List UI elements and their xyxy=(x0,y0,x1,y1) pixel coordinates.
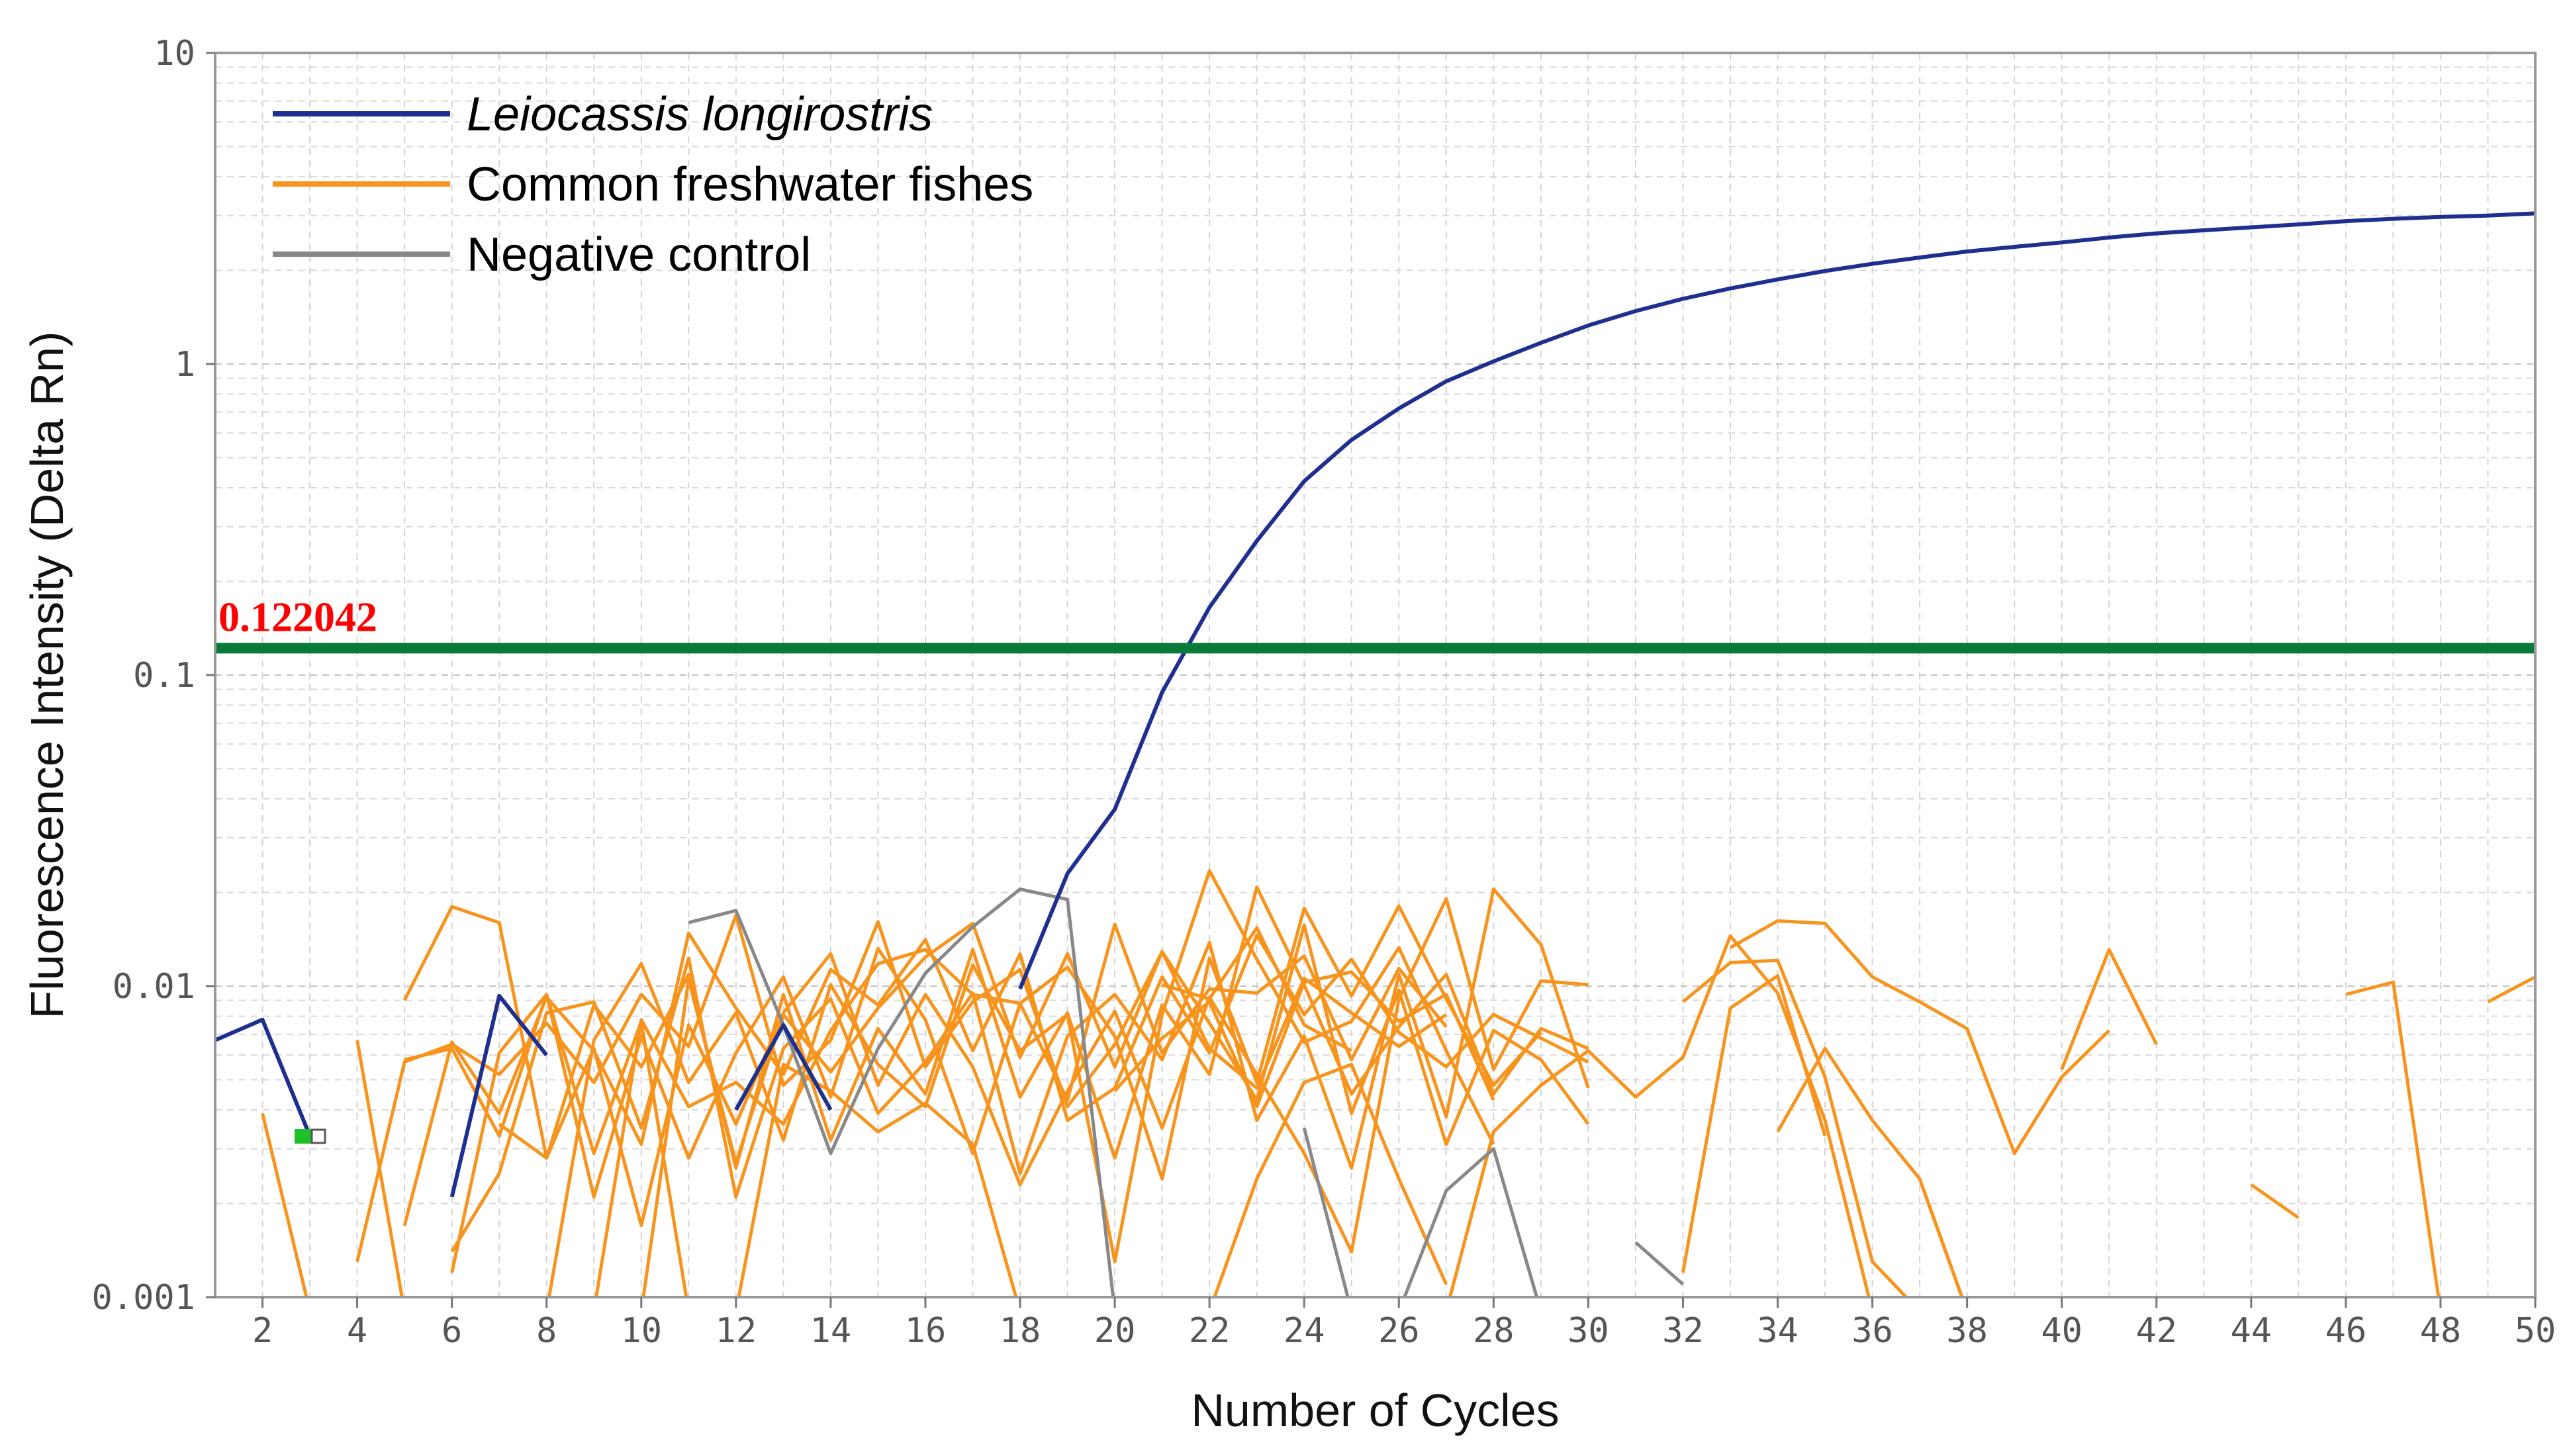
series-line-negative-control[interactable] xyxy=(688,887,1115,1312)
series-line-common-freshwater-fishes[interactable] xyxy=(594,923,1448,1312)
series-leiocassis-longirostris xyxy=(215,211,2535,1198)
series-line-common-freshwater-fishes[interactable] xyxy=(2250,1183,2300,1220)
x-tick-label: 22 xyxy=(1189,1311,1231,1351)
series-line-common-freshwater-fishes[interactable] xyxy=(1209,1062,1448,1311)
x-tick-label: 28 xyxy=(1473,1311,1515,1351)
x-tick-label: 18 xyxy=(1000,1311,1041,1351)
x-tick-label: 24 xyxy=(1284,1311,1325,1351)
x-tick-label: 32 xyxy=(1662,1311,1704,1351)
axes: 2 4 6 8 10 12 14 16 18 20 22 24 26 28 30 32 34 36 38 40 42 44… xyxy=(91,34,2556,1351)
y-axis-title: Fluorescence Intensity (Delta Rn) xyxy=(21,332,73,1019)
series-line-common-freshwater-fishes[interactable] xyxy=(2487,975,2536,1004)
series-line-common-freshwater-fishes[interactable] xyxy=(1161,926,1352,1052)
x-tick-label: 36 xyxy=(1851,1311,1893,1351)
legend-label: Common freshwater fishes xyxy=(467,158,1033,211)
legend-label: Leiocassis longirostris xyxy=(467,88,933,141)
series-line-negative-control[interactable] xyxy=(1302,1127,1352,1311)
series-line-common-freshwater-fishes[interactable] xyxy=(355,1040,405,1312)
series-layer xyxy=(215,211,2536,1312)
x-tick-label: 10 xyxy=(620,1311,662,1351)
marker-handle-icon[interactable] xyxy=(310,1128,326,1144)
series-line-negative-control[interactable] xyxy=(1399,1147,1541,1312)
x-tick-label: 6 xyxy=(442,1311,462,1351)
x-tick-label: 16 xyxy=(905,1311,947,1351)
x-tick-label: 30 xyxy=(1567,1311,1609,1351)
series-line-leiocassis-longirostris[interactable] xyxy=(734,1023,833,1111)
marker-layer xyxy=(295,1128,326,1144)
series-common-freshwater-fishes xyxy=(261,869,2536,1312)
y-tick-label: 1 xyxy=(175,345,195,385)
x-tick-label: 14 xyxy=(810,1311,852,1351)
x-tick-label: 2 xyxy=(252,1311,273,1351)
series-line-leiocassis-longirostris[interactable] xyxy=(449,993,549,1198)
x-tick-label: 34 xyxy=(1757,1311,1799,1351)
x-tick-label: 48 xyxy=(2420,1311,2462,1351)
y-tick-label: 0.001 xyxy=(91,1278,195,1318)
x-tick-label: 20 xyxy=(1094,1311,1136,1351)
series-line-common-freshwater-fishes[interactable] xyxy=(1729,919,2110,1156)
x-tick-label: 40 xyxy=(2041,1311,2082,1351)
series-line-leiocassis-longirostris[interactable] xyxy=(1018,211,2535,990)
y-tick-label: 10 xyxy=(154,34,195,73)
threshold-label: 0.122042 xyxy=(218,593,377,640)
x-tick-label: 8 xyxy=(536,1311,557,1351)
series-line-common-freshwater-fishes[interactable] xyxy=(261,1113,310,1311)
series-negative-control xyxy=(688,887,1685,1312)
series-line-leiocassis-longirostris[interactable] xyxy=(215,1017,312,1137)
threshold-layer: 0.122042 xyxy=(215,593,2535,654)
x-tick-label: 4 xyxy=(347,1311,367,1351)
x-tick-label: 46 xyxy=(2325,1311,2367,1351)
y-tick-label: 0.1 xyxy=(133,656,195,696)
green-marker-icon xyxy=(295,1129,312,1144)
series-line-negative-control[interactable] xyxy=(1634,1241,1685,1286)
x-tick-label: 44 xyxy=(2231,1311,2272,1351)
y-tick-label: 0.01 xyxy=(113,967,195,1007)
series-line-common-freshwater-fishes[interactable] xyxy=(1681,974,1827,1273)
legend: Leiocassis longirostris Common freshwater… xyxy=(273,88,1033,281)
series-line-common-freshwater-fishes[interactable] xyxy=(402,931,1589,1226)
series-line-common-freshwater-fishes[interactable] xyxy=(2345,980,2441,1312)
series-line-common-freshwater-fishes[interactable] xyxy=(1113,970,1495,1109)
x-tick-label: 12 xyxy=(716,1311,757,1351)
x-tick-label: 42 xyxy=(2135,1311,2177,1351)
series-line-common-freshwater-fishes[interactable] xyxy=(355,913,1590,1262)
series-line-common-freshwater-fishes[interactable] xyxy=(450,887,1590,1253)
series-line-common-freshwater-fishes[interactable] xyxy=(1681,958,1920,1311)
x-tick-label: 26 xyxy=(1378,1311,1420,1351)
series-line-common-freshwater-fishes[interactable] xyxy=(1918,1178,1967,1311)
series-line-common-freshwater-fishes[interactable] xyxy=(736,1062,1020,1311)
legend-label: Negative control xyxy=(467,228,811,281)
series-line-common-freshwater-fishes[interactable] xyxy=(2060,948,2159,1070)
x-tick-label: 38 xyxy=(1946,1311,1988,1351)
x-tick-label: 50 xyxy=(2515,1311,2556,1351)
x-axis-title: Number of Cycles xyxy=(1191,1385,1559,1436)
grid xyxy=(214,53,2536,1298)
